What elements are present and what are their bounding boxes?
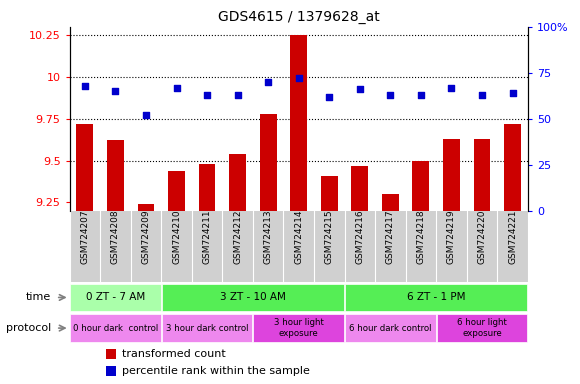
Title: GDS4615 / 1379628_at: GDS4615 / 1379628_at — [218, 10, 379, 25]
Text: 0 hour dark  control: 0 hour dark control — [73, 324, 158, 333]
Bar — [412, 161, 429, 211]
Point — [80, 83, 89, 89]
Point — [355, 86, 364, 93]
Text: percentile rank within the sample: percentile rank within the sample — [122, 366, 310, 376]
Point — [325, 94, 334, 100]
Text: 6 ZT - 1 PM: 6 ZT - 1 PM — [407, 293, 465, 303]
Bar — [382, 194, 398, 211]
Bar — [77, 124, 93, 211]
Bar — [106, 349, 117, 359]
Bar — [291, 35, 307, 211]
Text: 6 hour dark control: 6 hour dark control — [349, 324, 432, 333]
Bar — [107, 141, 124, 211]
Point — [111, 88, 120, 94]
Text: 3 hour dark control: 3 hour dark control — [166, 324, 248, 333]
Bar — [345, 314, 436, 342]
Text: 3 hour light
exposure: 3 hour light exposure — [274, 318, 324, 338]
Point — [263, 79, 273, 85]
Text: transformed count: transformed count — [122, 349, 226, 359]
Bar — [137, 204, 154, 211]
Point — [202, 92, 212, 98]
Point — [447, 84, 456, 91]
Text: 6 hour light
exposure: 6 hour light exposure — [457, 318, 507, 338]
Bar — [106, 366, 117, 376]
Point — [172, 84, 181, 91]
Bar — [345, 284, 527, 311]
Bar — [321, 175, 338, 211]
Text: 0 ZT - 7 AM: 0 ZT - 7 AM — [86, 293, 145, 303]
Bar — [70, 284, 161, 311]
Point — [294, 75, 303, 81]
Bar — [70, 314, 161, 342]
Bar — [504, 124, 521, 211]
Bar — [199, 164, 215, 211]
Point — [508, 90, 517, 96]
Bar — [443, 139, 460, 211]
Bar — [162, 284, 344, 311]
Bar — [168, 170, 185, 211]
Text: protocol: protocol — [6, 323, 51, 333]
Bar — [260, 114, 277, 211]
Point — [416, 92, 426, 98]
Bar — [253, 314, 344, 342]
Bar — [437, 314, 527, 342]
Point — [233, 92, 242, 98]
Point — [477, 92, 487, 98]
Bar — [351, 166, 368, 211]
Bar — [229, 154, 246, 211]
Bar — [162, 314, 252, 342]
Bar — [474, 139, 490, 211]
Text: time: time — [26, 293, 51, 303]
Point — [386, 92, 395, 98]
Text: 3 ZT - 10 AM: 3 ZT - 10 AM — [220, 293, 286, 303]
Point — [142, 112, 151, 118]
